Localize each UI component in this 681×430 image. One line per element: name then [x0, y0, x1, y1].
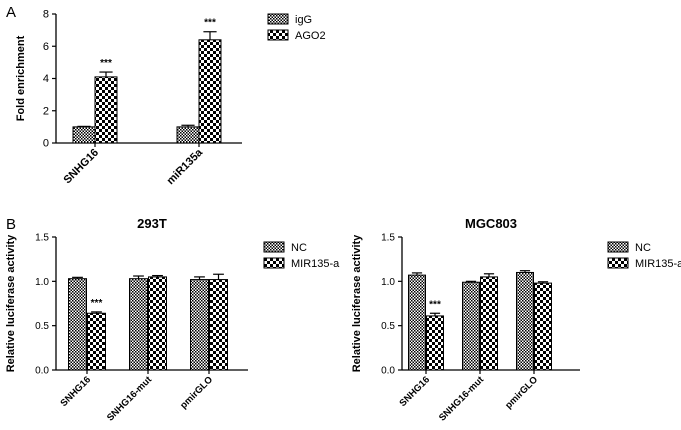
y-tick-label: 1.5 [35, 233, 49, 244]
x-tick-label: miR135a [165, 146, 206, 187]
bar [148, 276, 167, 371]
y-tick-label: 0.0 [35, 366, 49, 377]
significance-label: *** [204, 18, 216, 29]
x-tick-label: pmirGLO [503, 374, 540, 411]
y-tick-label: 0.5 [381, 321, 395, 332]
bar [516, 271, 534, 371]
bar [462, 281, 480, 371]
legend-swatch [263, 241, 285, 253]
legend-swatch [607, 241, 629, 253]
y-tick-label: 8 [43, 9, 49, 21]
x-tick-label: SNHG16 [397, 374, 432, 409]
legend-label: NC [635, 242, 651, 254]
y-tick-label: 0 [43, 138, 49, 150]
y-tick-label: 1.5 [381, 233, 395, 244]
y-tick-label: 6 [43, 41, 49, 53]
y-axis-label: Fold enrichment [15, 35, 27, 121]
bar [68, 278, 87, 371]
x-tick-label: SNHG16-mut [437, 374, 487, 424]
chart-title: MGC803 [465, 216, 517, 231]
legend-label: igG [295, 14, 312, 26]
significance-label: *** [91, 298, 103, 309]
y-tick-label: 0.0 [381, 366, 395, 377]
bar [480, 276, 498, 371]
legend-label: AGO2 [295, 30, 326, 42]
bar [87, 312, 106, 371]
bar [129, 278, 148, 371]
bar [209, 279, 228, 371]
x-tick-label: SNHG16 [58, 374, 93, 409]
y-tick-label: 1.0 [35, 277, 49, 288]
bar [190, 279, 209, 371]
legend-label: NC [291, 242, 307, 254]
legend-label: MIR135-a [635, 258, 681, 270]
x-tick-label: SNHG16 [62, 147, 102, 187]
legend-label: MIR135-a [291, 258, 340, 270]
y-tick-label: 0.5 [35, 321, 49, 332]
y-tick-label: 2 [43, 105, 49, 117]
bar [198, 39, 222, 144]
bar [176, 126, 200, 144]
legend-swatch [267, 13, 289, 25]
bar [426, 315, 444, 371]
significance-label: *** [100, 58, 112, 69]
legend-swatch [267, 29, 289, 41]
significance-label: *** [429, 299, 441, 310]
legend-swatch [263, 257, 285, 269]
x-tick-label: SNHG16-mut [105, 374, 155, 424]
y-axis-label: Relative luciferase activity [5, 234, 17, 372]
panel-label-b: B [6, 216, 17, 233]
bar [408, 274, 426, 371]
chart-title: 293T [137, 216, 167, 231]
y-tick-label: 1.0 [381, 277, 395, 288]
y-tick-label: 4 [43, 73, 49, 85]
legend-swatch [607, 257, 629, 269]
panel-label-a: A [6, 4, 17, 21]
x-tick-label: pmirGLO [178, 374, 215, 411]
y-axis-label: Relative luciferase activity [351, 234, 363, 372]
bar [534, 282, 552, 371]
bar [72, 126, 96, 144]
bar [94, 76, 118, 144]
